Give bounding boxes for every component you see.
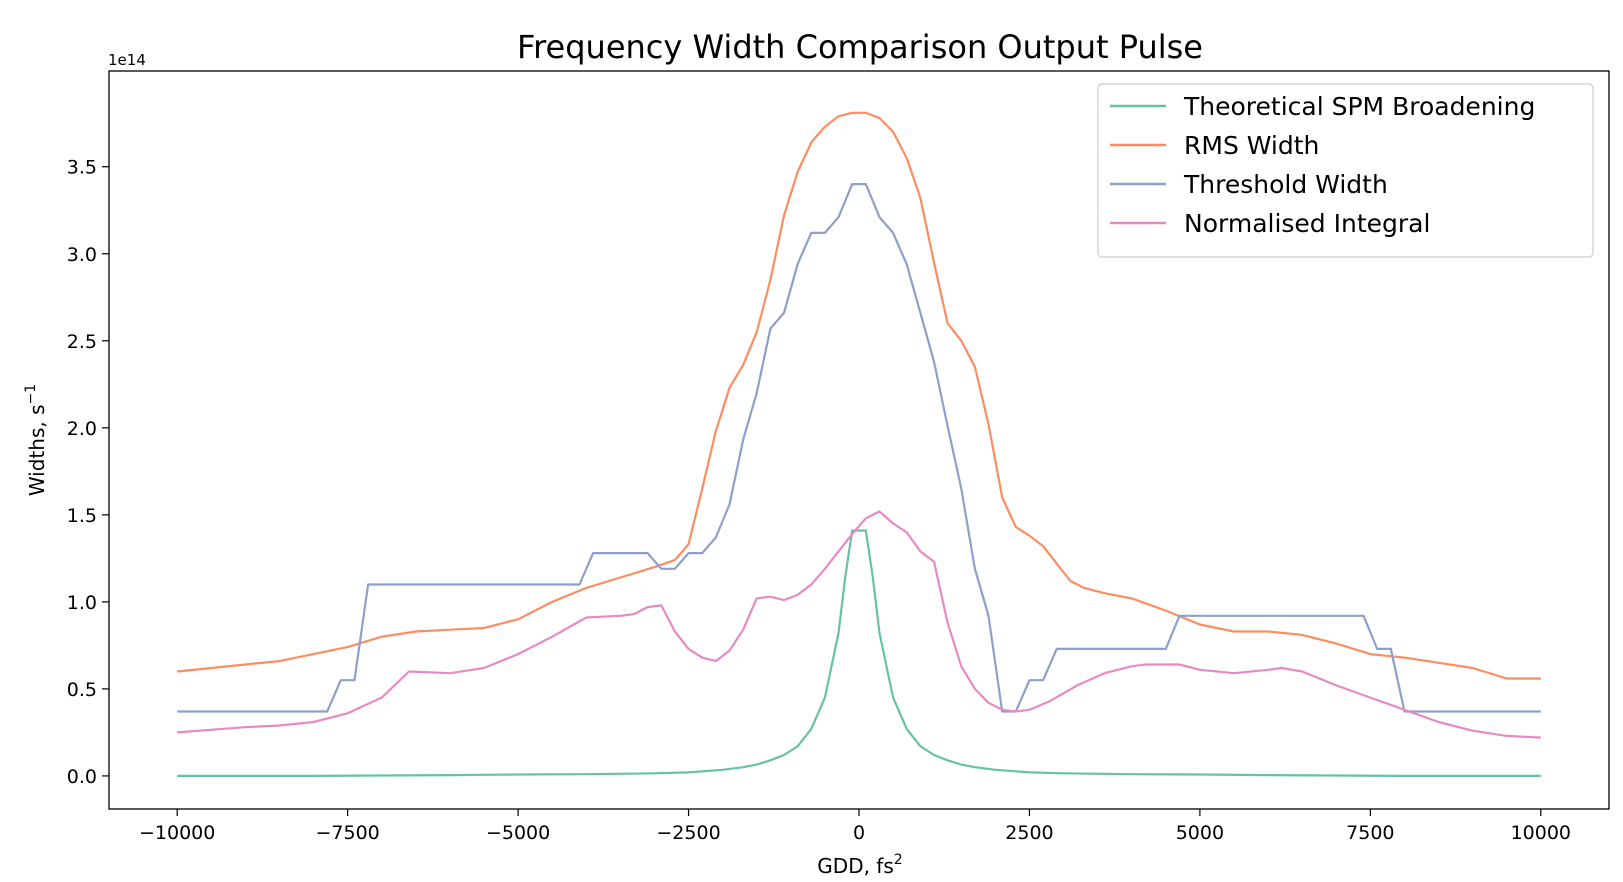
y-tick-label: 2.0 [67,418,97,440]
x-tick-label: 7500 [1346,822,1394,844]
x-axis-label: GDD, fs2 [817,852,902,878]
y-tick-label: 2.5 [67,331,97,353]
y-tick-label: 3.5 [67,157,97,179]
y-axis-label-text: Widths, s [25,404,49,496]
x-tick-label: −5000 [486,822,550,844]
x-axis-label-superscript: 2 [894,852,903,868]
legend-label-rms-width: RMS Width [1184,131,1319,160]
x-tick-label: 2500 [1005,822,1053,844]
legend-label-theoretical-spm-broadening: Theoretical SPM Broadening [1183,92,1535,121]
legend-label-threshold-width: Threshold Width [1183,170,1388,199]
chart-title: Frequency Width Comparison Output Pulse [517,28,1203,66]
legend-label-normalised-integral: Normalised Integral [1184,209,1430,238]
x-axis-label-text: GDD, fs [817,854,893,878]
series-line-rms-width [177,111,1541,680]
x-tick-label: −7500 [315,822,379,844]
x-tick-label: −10000 [139,822,215,844]
y-tick-label: 3.0 [67,244,97,266]
legend-box [1097,83,1594,258]
y-axis-label-superscript: −1 [23,384,39,405]
x-axis: −10000 −7500 −5000 −2500 0 2500 5000 7500 10000 [139,809,1571,844]
y-axis: 0.0 0.5 1.0 1.5 2.0 2.5 3.0 3.5 [67,157,109,788]
series-line-theoretical-spm-broadening [177,529,1541,778]
x-tick-label: 0 [853,822,865,844]
y-tick-label: 1.0 [67,592,97,614]
y-tick-label: 0.5 [67,679,97,701]
x-tick-label: 5000 [1176,822,1224,844]
legend: Theoretical SPM Broadening RMS Width Thres… [1097,83,1594,258]
y-tick-label: 1.5 [67,505,97,527]
y-offset-label: 1e14 [108,51,146,69]
plot-lines [177,111,1541,778]
series-line-normalised-integral [177,510,1541,739]
series-line-threshold-width [177,183,1541,713]
x-tick-label: −2500 [656,822,720,844]
x-tick-label: 10000 [1511,822,1571,844]
y-axis-label: Widths, s−1 [23,384,49,496]
y-tick-label: 0.0 [67,766,97,788]
